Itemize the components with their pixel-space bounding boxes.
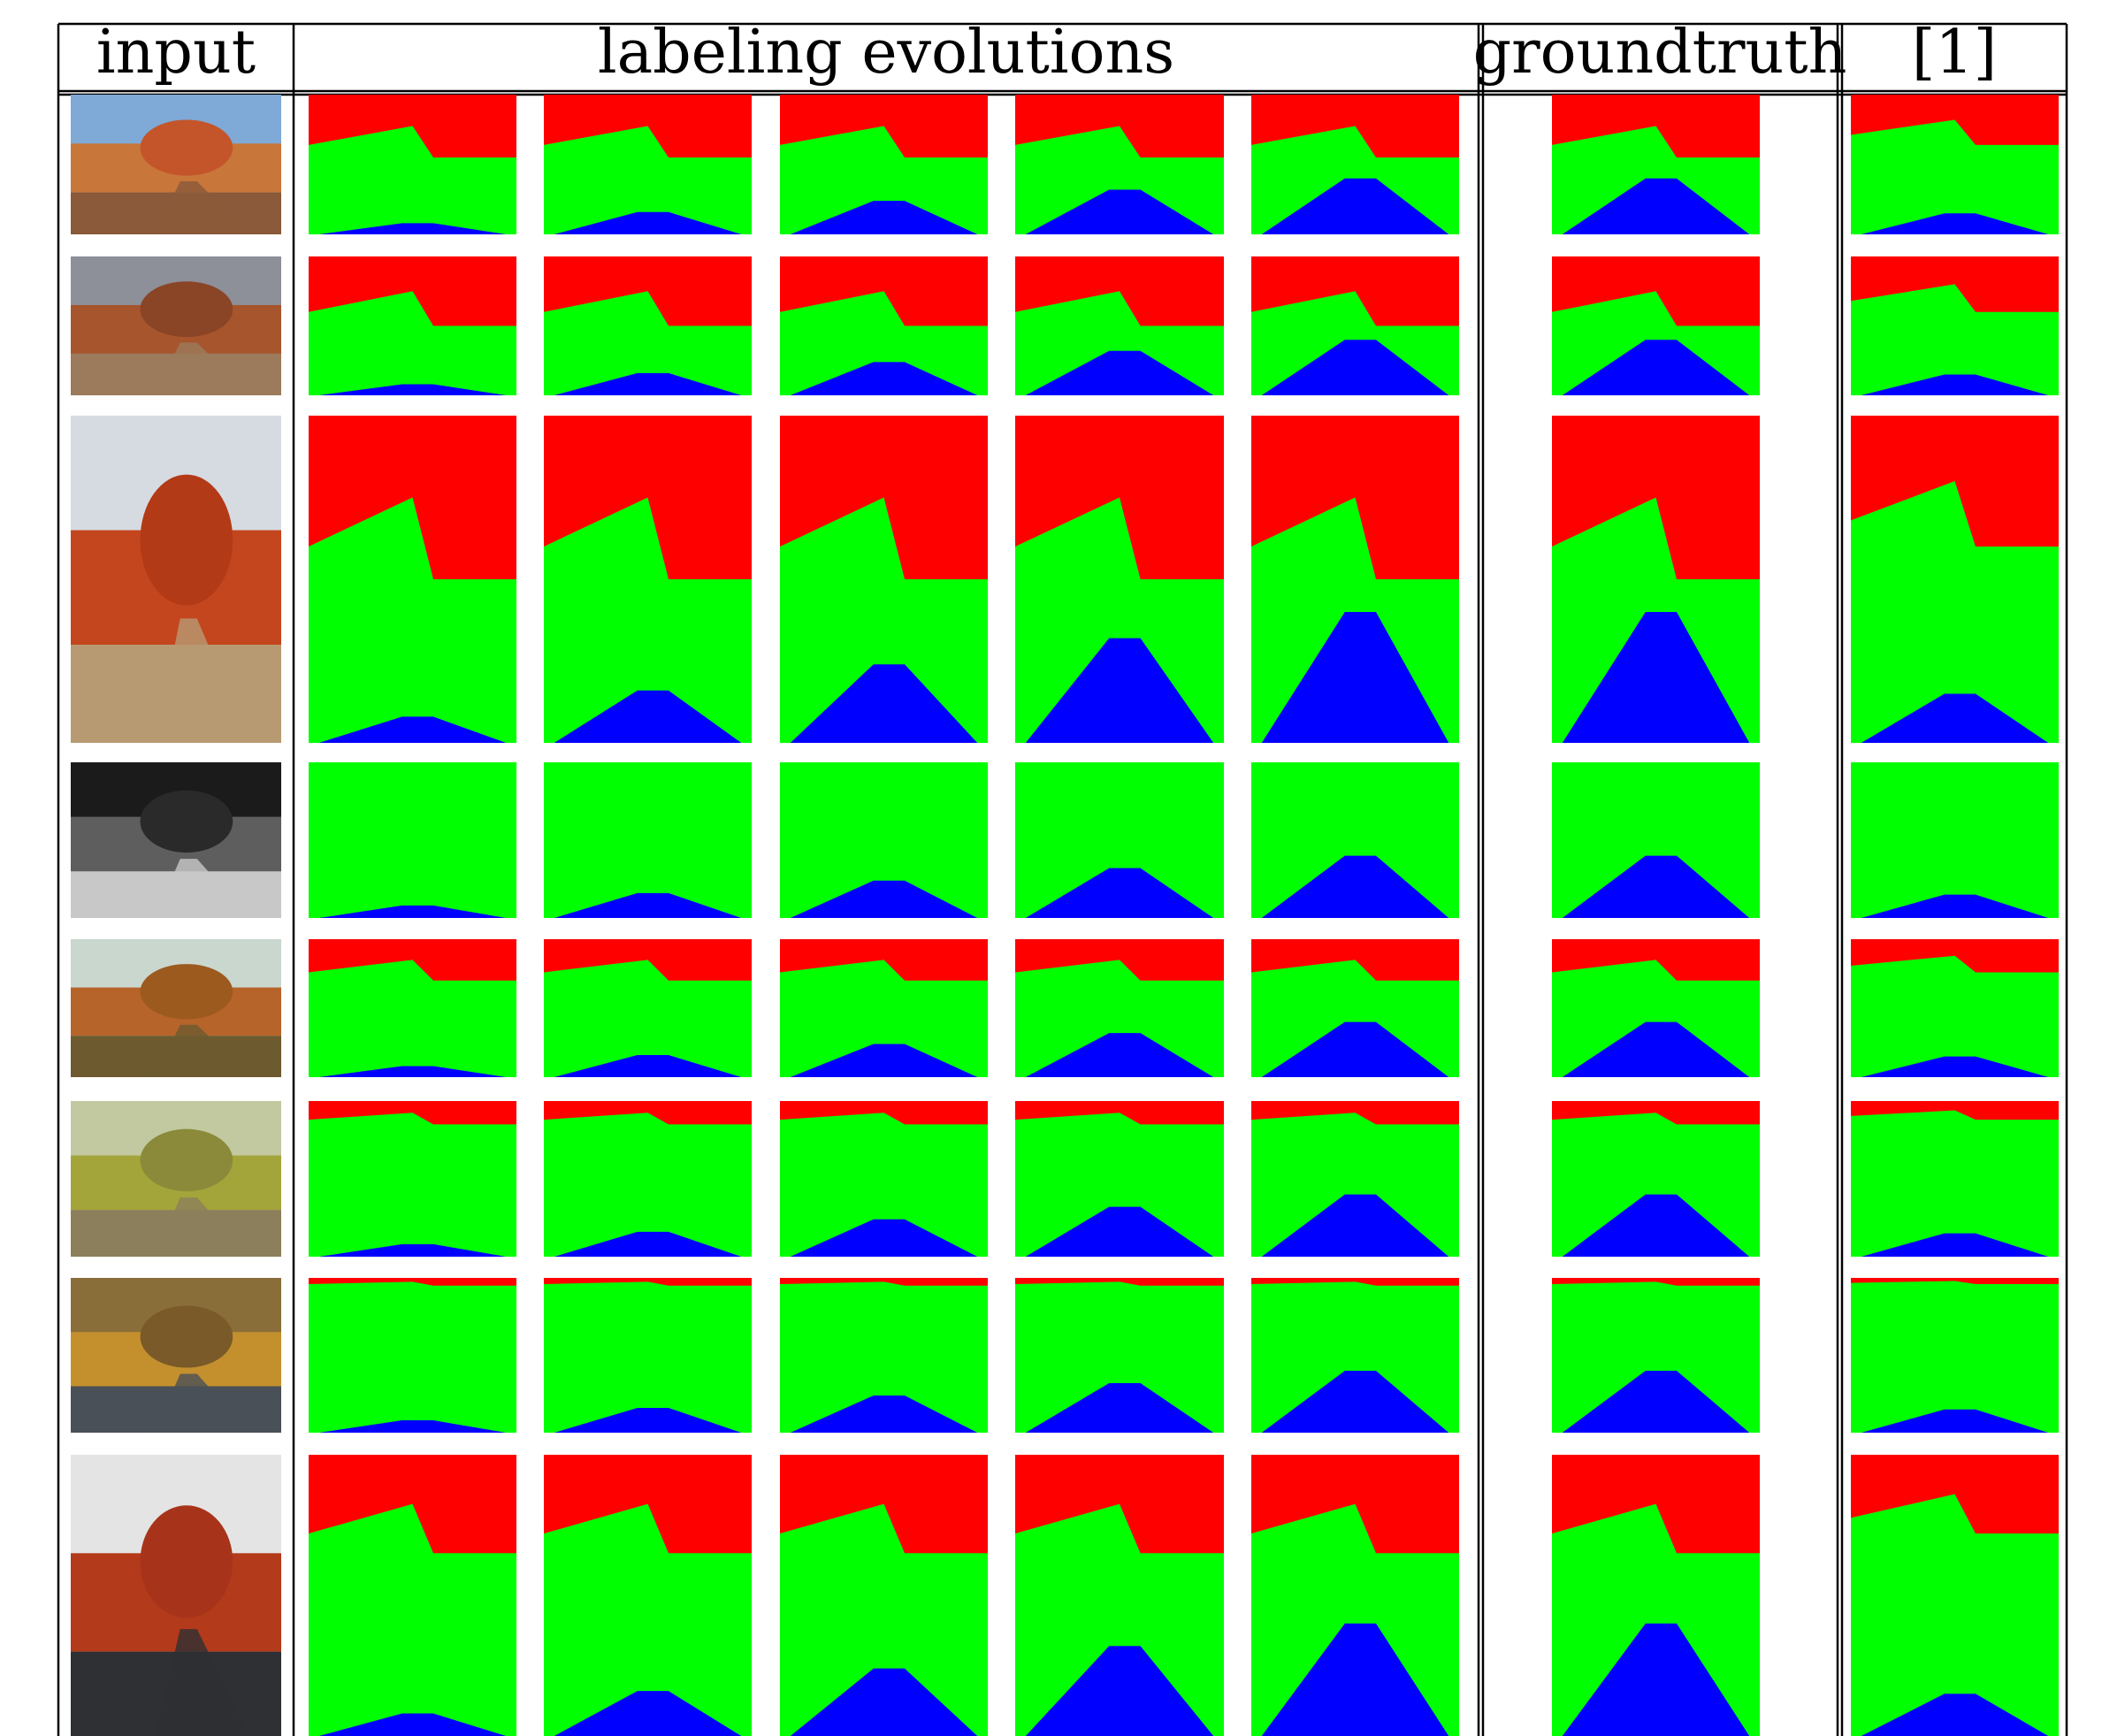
evolution-5-2 <box>544 939 752 1077</box>
evolution-3-3 <box>780 416 988 743</box>
input-photo-6 <box>71 1101 281 1257</box>
input-photo-1 <box>71 95 281 234</box>
input-photo-7 <box>71 1278 281 1433</box>
ref1-4 <box>1851 762 2059 918</box>
evolution-2-1 <box>309 256 516 395</box>
input-photo-2 <box>71 256 281 395</box>
evolution-6-3 <box>780 1101 988 1257</box>
evolution-7-3 <box>780 1278 988 1433</box>
evolution-2-3 <box>780 256 988 395</box>
evolution-1-5 <box>1251 95 1459 234</box>
evolution-1-1 <box>309 95 516 234</box>
ref1-7 <box>1851 1278 2059 1433</box>
image-grid <box>71 95 2059 1736</box>
evolution-6-5 <box>1251 1101 1459 1257</box>
evolution-7-5 <box>1251 1278 1459 1433</box>
ref1-2 <box>1851 256 2059 395</box>
evolution-4-3 <box>780 762 988 918</box>
evolution-5-5 <box>1251 939 1459 1077</box>
input-photo-8 <box>71 1455 281 1736</box>
header-groundtruth: groundtruth <box>1473 18 1847 88</box>
evolution-8-1 <box>309 1455 516 1736</box>
ref1-1 <box>1851 95 2059 234</box>
evolution-5-3 <box>780 939 988 1077</box>
evolution-1-2 <box>544 95 752 234</box>
evolution-3-4 <box>1015 416 1224 743</box>
groundtruth-4 <box>1552 762 1760 918</box>
evolution-4-4 <box>1015 762 1224 918</box>
evolution-7-2 <box>544 1278 752 1433</box>
evolution-2-2 <box>544 256 752 395</box>
groundtruth-7 <box>1552 1278 1760 1433</box>
evolution-5-1 <box>309 939 516 1077</box>
evolution-8-5 <box>1251 1455 1459 1736</box>
evolution-1-3 <box>780 95 988 234</box>
input-photo-4 <box>71 762 281 918</box>
input-photo-3 <box>71 416 281 743</box>
ref1-8 <box>1851 1455 2059 1736</box>
ref1-5 <box>1851 939 2059 1077</box>
ref1-3 <box>1851 416 2059 743</box>
evolution-8-2 <box>544 1455 752 1736</box>
groundtruth-2 <box>1552 256 1760 395</box>
groundtruth-8 <box>1552 1455 1760 1736</box>
groundtruth-5 <box>1552 939 1760 1077</box>
evolution-4-1 <box>309 762 516 918</box>
evolution-2-4 <box>1015 256 1224 395</box>
evolution-7-1 <box>309 1278 516 1433</box>
input-photo-5 <box>71 939 281 1077</box>
header-labeling-evolutions: labeling evolutions <box>598 18 1174 88</box>
evolution-5-4 <box>1015 939 1224 1077</box>
evolution-2-5 <box>1251 256 1459 395</box>
evolution-6-4 <box>1015 1101 1224 1257</box>
groundtruth-6 <box>1552 1101 1760 1257</box>
groundtruth-1 <box>1552 95 1760 234</box>
evolution-3-5 <box>1251 416 1459 743</box>
evolution-6-2 <box>544 1101 752 1257</box>
groundtruth-3 <box>1552 416 1760 743</box>
evolution-4-2 <box>544 762 752 918</box>
evolution-8-4 <box>1015 1455 1224 1736</box>
evolution-4-5 <box>1251 762 1459 918</box>
evolution-7-4 <box>1015 1278 1224 1433</box>
evolution-1-4 <box>1015 95 1224 234</box>
header-ref1: [1] <box>1912 18 1997 88</box>
evolution-8-3 <box>780 1455 988 1736</box>
header-input: input <box>96 18 256 88</box>
evolution-6-1 <box>309 1101 516 1257</box>
evolution-3-1 <box>309 416 516 743</box>
ref1-6 <box>1851 1101 2059 1257</box>
evolution-3-2 <box>544 416 752 743</box>
